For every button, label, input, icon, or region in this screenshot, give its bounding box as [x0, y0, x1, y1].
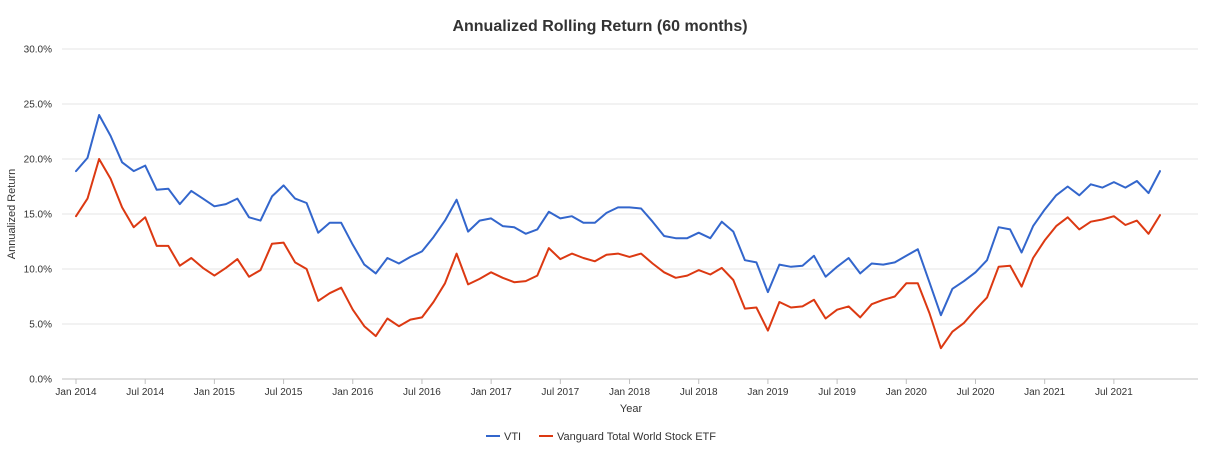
y-tick-label: 25.0% — [24, 100, 52, 111]
series-layer — [75, 114, 1161, 350]
legend-label: VTI — [504, 431, 521, 443]
y-axis-label: Annualized Return — [6, 169, 18, 260]
chart-title: Annualized Rolling Return (60 months) — [452, 18, 747, 35]
x-tick-label: Jan 2019 — [747, 387, 789, 398]
x-tick-label: Jul 2014 — [126, 387, 164, 398]
x-tick-label: Jan 2020 — [886, 387, 928, 398]
x-tick-label: Jan 2018 — [609, 387, 651, 398]
y-tick-label: 15.0% — [24, 210, 52, 221]
y-tick-label: 5.0% — [29, 320, 52, 331]
x-tick-label: Jul 2019 — [818, 387, 856, 398]
y-tick-label: 30.0% — [24, 45, 52, 56]
y-tick-label: 20.0% — [24, 155, 52, 166]
legend-label: Vanguard Total World Stock ETF — [557, 431, 716, 443]
y-tick-label: 10.0% — [24, 265, 52, 276]
x-tick-label: Jan 2016 — [332, 387, 374, 398]
x-tick-label: Jul 2017 — [541, 387, 579, 398]
x-tick-label: Jul 2018 — [680, 387, 718, 398]
grid-layer — [62, 48, 1198, 325]
x-tick-label: Jan 2017 — [471, 387, 513, 398]
x-tick-label: Jul 2015 — [265, 387, 303, 398]
legend: VTI Vanguard Total World Stock ETF — [486, 431, 716, 443]
x-tick-label: Jan 2021 — [1024, 387, 1066, 398]
x-tick-label: Jul 2020 — [957, 387, 995, 398]
series-line-vt — [75, 158, 1161, 350]
y-tick-label: 0.0% — [29, 375, 52, 386]
series-line-vti — [75, 114, 1161, 317]
x-tick-label: Jul 2021 — [1095, 387, 1133, 398]
x-tick-label: Jul 2016 — [403, 387, 441, 398]
x-tick-label: Jan 2015 — [194, 387, 236, 398]
x-tick-label: Jan 2014 — [55, 387, 97, 398]
axis-layer: 0.0% 5.0% 10.0% 15.0% 20.0% 25.0% 30.0% Jan 201… — [24, 45, 1198, 398]
x-axis-label: Year — [620, 403, 643, 415]
